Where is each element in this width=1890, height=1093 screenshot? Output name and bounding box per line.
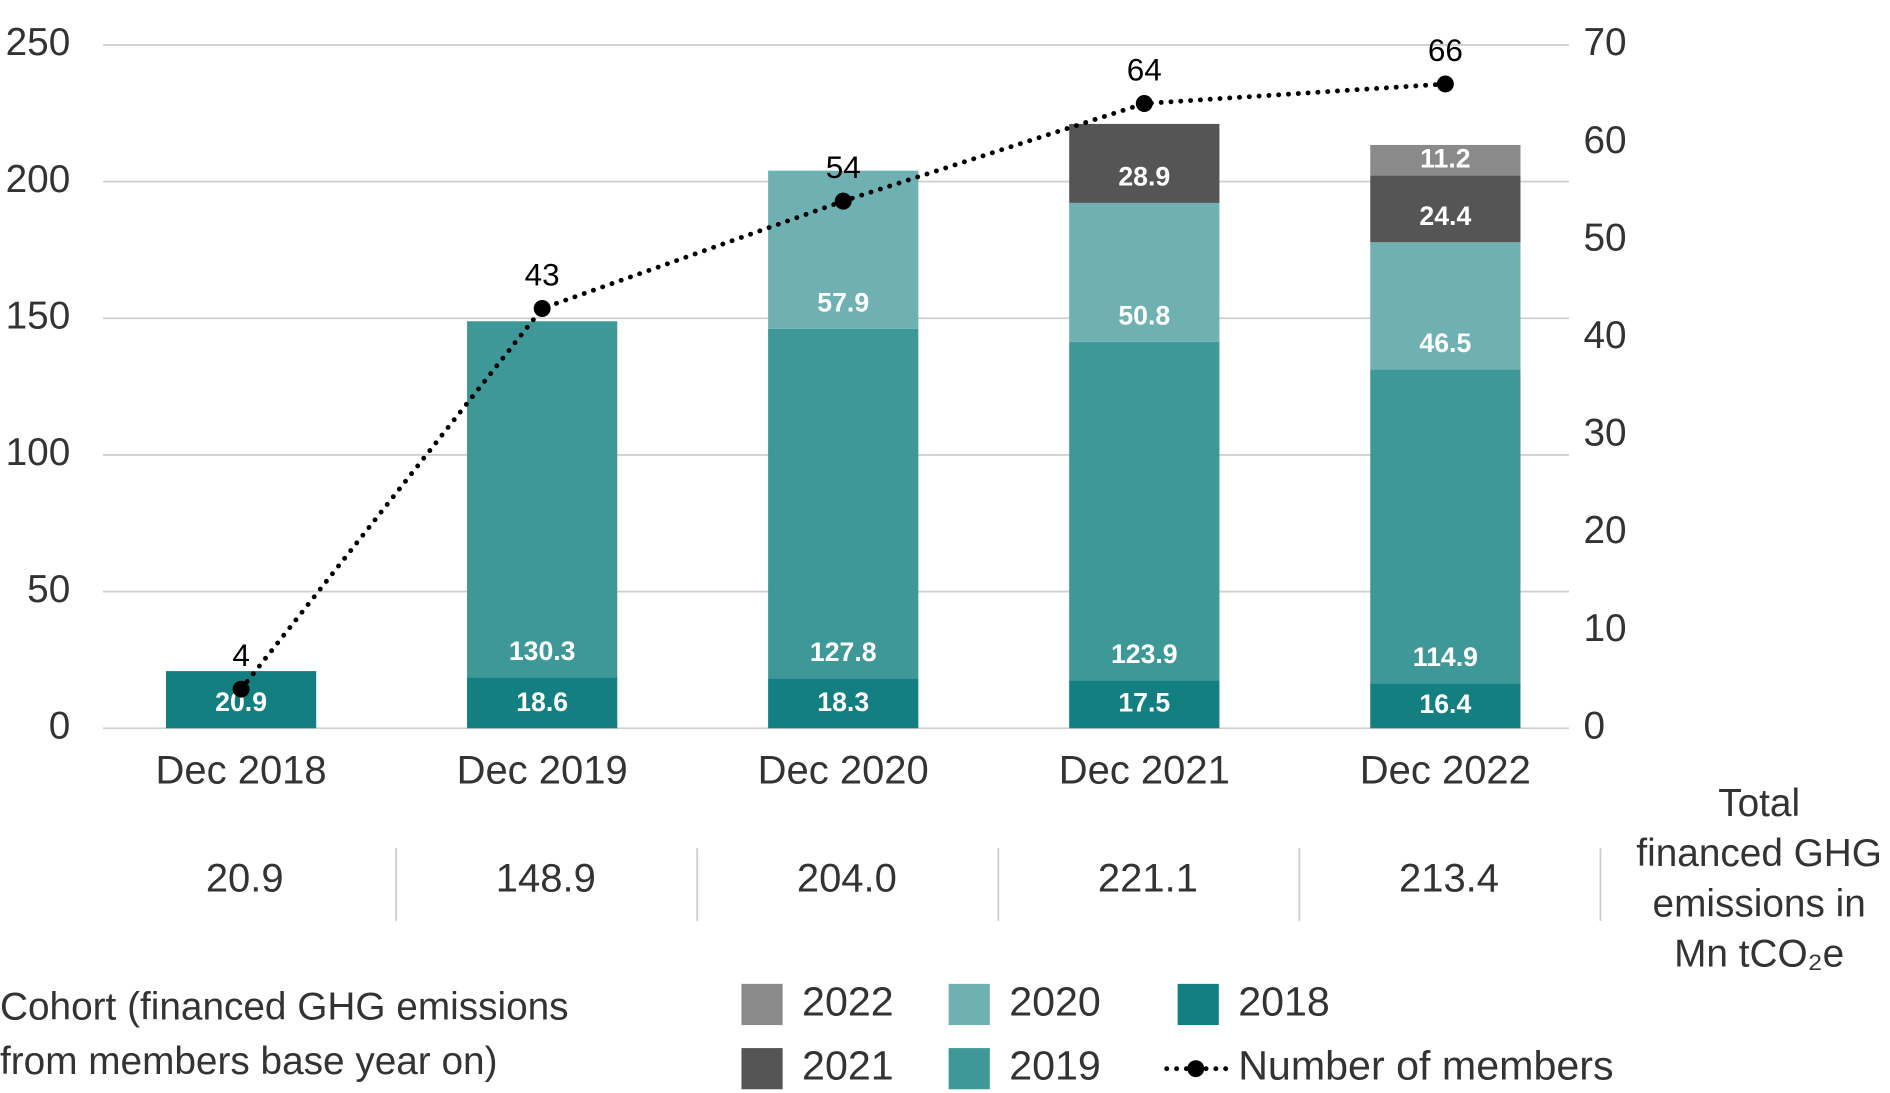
y2-tick-label: 20 bbox=[1583, 509, 1626, 552]
y2-tick-label: 30 bbox=[1583, 412, 1626, 455]
line-marker bbox=[533, 300, 551, 317]
data-label: 127.8 bbox=[810, 637, 877, 667]
x-tick-label: Dec 2019 bbox=[457, 749, 628, 793]
line-label: 64 bbox=[1127, 51, 1162, 87]
x-tick-label: Dec 2018 bbox=[156, 749, 327, 793]
data-label: 24.4 bbox=[1419, 201, 1471, 231]
total-value: 20.9 bbox=[206, 856, 284, 900]
bar-segment bbox=[1069, 680, 1220, 729]
y-tick-label: 50 bbox=[27, 568, 70, 611]
line-marker bbox=[1436, 75, 1454, 93]
total-value: 213.4 bbox=[1399, 856, 1499, 900]
data-label: 57.9 bbox=[817, 288, 869, 318]
legend-label: 2021 bbox=[802, 1043, 894, 1089]
data-label: 130.3 bbox=[509, 636, 576, 666]
line-marker bbox=[834, 192, 852, 210]
legend-swatch bbox=[741, 983, 783, 1026]
data-label: 28.9 bbox=[1118, 162, 1170, 192]
y-tick-label: 0 bbox=[49, 704, 71, 747]
data-label: 18.6 bbox=[516, 687, 568, 717]
total-row-label: Total financed GHG emissions in Mn tCO₂e bbox=[1636, 782, 1882, 976]
x-tick-label: Dec 2021 bbox=[1059, 749, 1230, 793]
data-label: 123.9 bbox=[1111, 639, 1178, 669]
bar-segment bbox=[165, 671, 317, 729]
line-label: 4 bbox=[232, 637, 250, 673]
x-tick-label: Dec 2022 bbox=[1360, 749, 1531, 793]
total-value: 148.9 bbox=[496, 856, 596, 900]
y-tick-label: 100 bbox=[6, 431, 71, 474]
data-label: 18.3 bbox=[817, 687, 869, 717]
legend-label: 2022 bbox=[802, 978, 894, 1024]
data-label: 11.2 bbox=[1420, 143, 1470, 173]
legend-label: Number of members bbox=[1238, 1043, 1613, 1089]
legend-title: Cohort (financed GHG emissions from membe… bbox=[0, 986, 569, 1084]
bar-segment bbox=[1370, 175, 1521, 243]
legend-label: 2020 bbox=[1009, 978, 1101, 1024]
total-value: 204.0 bbox=[797, 856, 897, 900]
line-label: 66 bbox=[1428, 32, 1463, 68]
bar-segment bbox=[467, 321, 618, 678]
bar-segment bbox=[768, 678, 919, 729]
bar-segment bbox=[768, 328, 919, 679]
y2-tick-label: 0 bbox=[1583, 704, 1605, 747]
legend-swatch bbox=[948, 1048, 990, 1090]
y2-tick-label: 70 bbox=[1583, 21, 1626, 64]
y2-tick-label: 10 bbox=[1583, 607, 1626, 650]
legend-label: 2019 bbox=[1009, 1043, 1101, 1089]
data-label: 114.9 bbox=[1413, 642, 1478, 672]
bar-segment bbox=[1069, 123, 1220, 203]
bar-segment bbox=[1370, 683, 1521, 729]
y-tick-label: 200 bbox=[6, 158, 71, 201]
y-tick-label: 150 bbox=[6, 294, 71, 337]
line-label: 54 bbox=[826, 149, 861, 185]
y-tick-label: 250 bbox=[6, 21, 71, 64]
total-value: 221.1 bbox=[1098, 856, 1198, 900]
y2-tick-label: 50 bbox=[1583, 216, 1626, 259]
bar-segment bbox=[1069, 202, 1220, 342]
y2-tick-label: 40 bbox=[1583, 314, 1626, 357]
x-tick-label: Dec 2020 bbox=[758, 749, 929, 793]
legend-swatch bbox=[948, 983, 990, 1026]
legend-swatch bbox=[1177, 983, 1219, 1026]
bar-segment bbox=[1069, 341, 1220, 681]
line-marker bbox=[232, 680, 250, 698]
line-marker bbox=[1135, 95, 1153, 112]
data-label: 17.5 bbox=[1118, 687, 1170, 717]
bar-segment bbox=[1370, 369, 1521, 684]
data-label: 50.8 bbox=[1118, 301, 1170, 331]
bar-segment bbox=[1370, 144, 1521, 176]
bar-segment bbox=[467, 677, 618, 729]
bar-segment bbox=[1370, 242, 1521, 370]
legend-swatch bbox=[741, 1048, 783, 1090]
data-label: 46.5 bbox=[1419, 328, 1471, 358]
legend-marker bbox=[1187, 1060, 1205, 1078]
legend-label: 2018 bbox=[1238, 978, 1330, 1024]
y2-tick-label: 60 bbox=[1583, 119, 1626, 162]
line-label: 43 bbox=[525, 256, 560, 292]
data-label: 16.4 bbox=[1419, 689, 1471, 719]
